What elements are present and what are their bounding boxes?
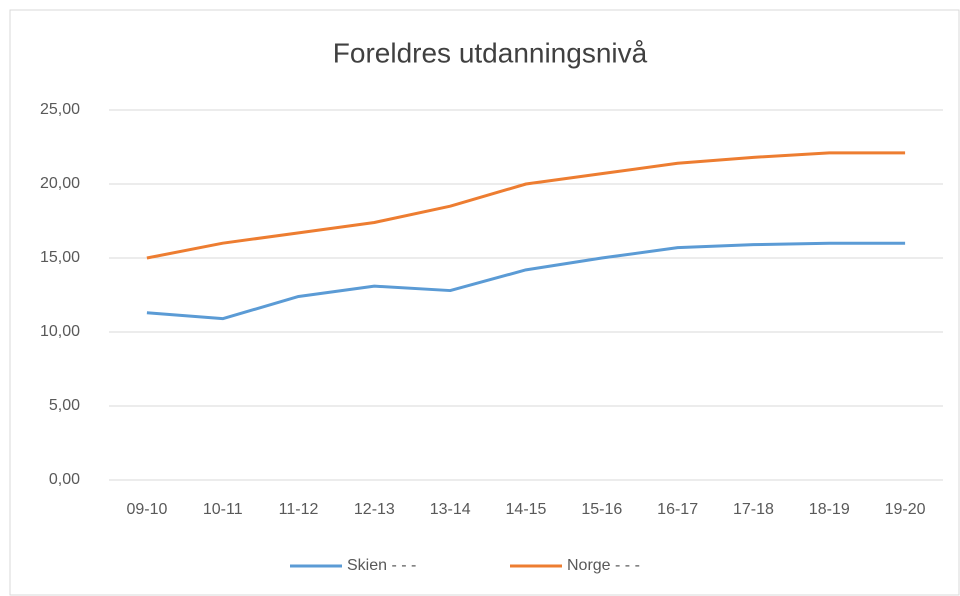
legend-label: Norge - - - (567, 557, 640, 574)
y-tick-label: 20,00 (40, 175, 80, 192)
x-tick-label: 17-18 (733, 501, 774, 518)
series-line (146, 151, 906, 260)
series-line (146, 241, 906, 321)
x-tick-label: 16-17 (657, 501, 698, 518)
legend-label: Skien - - - (347, 557, 416, 574)
y-tick-label: 0,00 (49, 471, 80, 488)
x-tick-label: 15-16 (581, 501, 622, 518)
y-tick-label: 5,00 (49, 397, 80, 414)
chart-frame (9, 9, 960, 596)
x-tick-label: 18-19 (809, 501, 850, 518)
x-tick-label: 13-14 (430, 501, 471, 518)
x-tick-label: 09-10 (126, 501, 167, 518)
x-tick-label: 10-11 (203, 501, 243, 518)
y-tick-label: 15,00 (40, 249, 80, 266)
x-tick-label: 11-12 (279, 501, 319, 518)
x-tick-label: 12-13 (354, 501, 395, 518)
x-tick-label: 14-15 (506, 501, 547, 518)
x-tick-label: 19-20 (885, 501, 926, 518)
y-tick-label: 25,00 (40, 101, 80, 118)
y-tick-label: 10,00 (40, 323, 80, 340)
chart-title: Foreldres utdanningsnivå (333, 37, 648, 68)
